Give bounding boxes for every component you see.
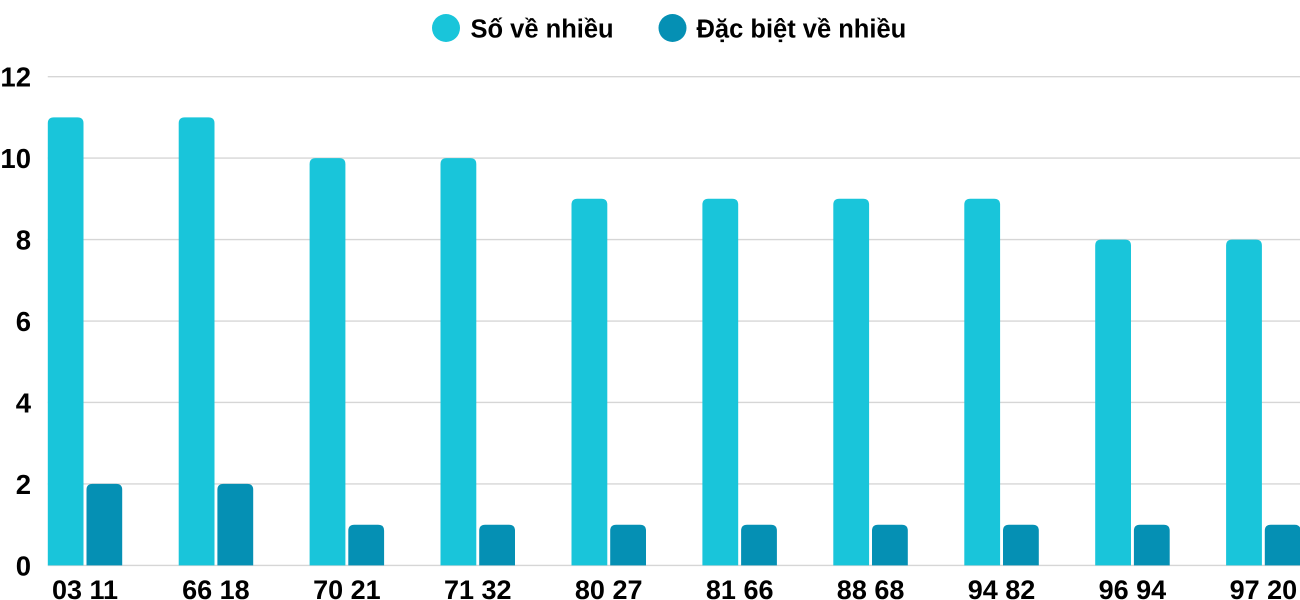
svg-text:Số về nhiều: Số về nhiều: [471, 15, 614, 43]
svg-text:03 11: 03 11: [52, 575, 118, 600]
svg-text:6: 6: [16, 306, 31, 337]
svg-text:71 32: 71 32: [444, 575, 512, 600]
svg-text:88 68: 88 68: [837, 575, 905, 600]
svg-text:Đặc biệt về nhiều: Đặc biệt về nhiều: [697, 15, 907, 43]
svg-text:96 94: 96 94: [1099, 575, 1167, 600]
svg-text:0: 0: [16, 551, 31, 582]
svg-text:81 66: 81 66: [706, 575, 774, 600]
svg-text:12: 12: [0, 62, 31, 93]
svg-text:66 18: 66 18: [182, 575, 250, 600]
svg-text:94 82: 94 82: [968, 575, 1036, 600]
svg-text:4: 4: [16, 388, 32, 419]
svg-text:8: 8: [16, 225, 31, 256]
svg-text:80 27: 80 27: [575, 575, 643, 600]
svg-text:2: 2: [16, 469, 31, 500]
svg-text:70 21: 70 21: [313, 575, 381, 600]
svg-text:97 20: 97 20: [1230, 575, 1298, 600]
svg-text:10: 10: [0, 143, 31, 174]
